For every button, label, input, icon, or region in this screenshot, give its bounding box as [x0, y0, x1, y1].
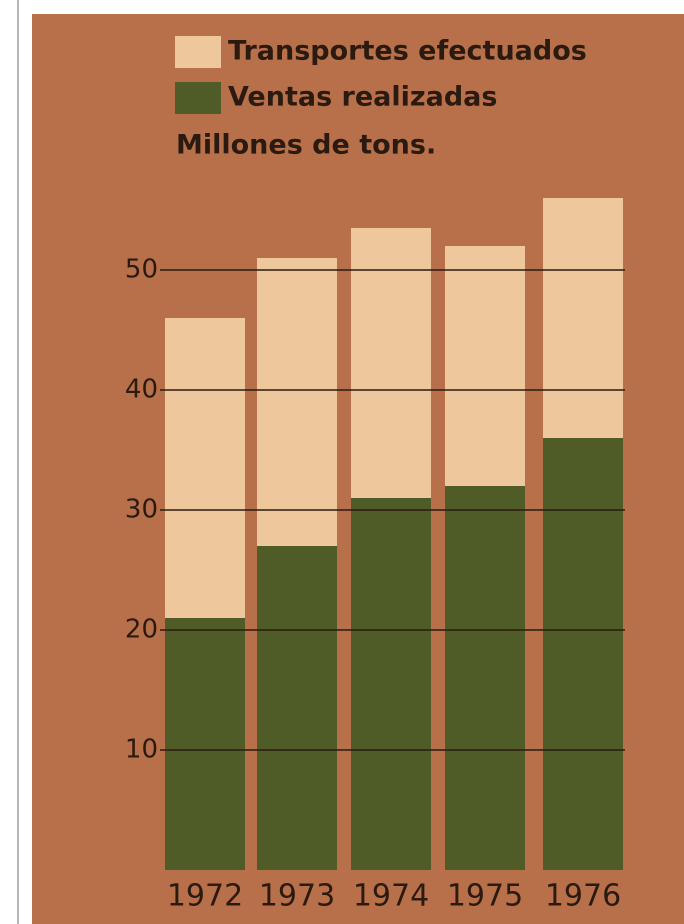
x-tick-label: 1975: [447, 879, 523, 914]
chart: Millones de tons. Transportes efectuados…: [0, 0, 684, 924]
y-tick-label: 30: [125, 495, 158, 525]
y-tick-label: 10: [125, 735, 158, 765]
y-tick-label: 50: [125, 255, 158, 285]
x-tick-label: 1976: [545, 879, 621, 914]
bar: [165, 618, 245, 870]
legend-label: Transportes efectuados: [228, 36, 587, 67]
y-axis-label: Millones de tons.: [176, 130, 436, 161]
x-tick-label: 1974: [353, 879, 429, 914]
bar: [445, 486, 525, 870]
bar: [351, 498, 431, 870]
y-tick-label: 40: [125, 375, 158, 405]
bar: [543, 438, 623, 870]
bar: [257, 546, 337, 870]
x-tick-label: 1972: [167, 879, 243, 914]
y-tick-label: 20: [125, 615, 158, 645]
x-tick-label: 1973: [259, 879, 335, 914]
legend-swatch: [175, 36, 221, 68]
legend-swatch: [175, 82, 221, 114]
legend-label: Ventas realizadas: [228, 82, 497, 113]
